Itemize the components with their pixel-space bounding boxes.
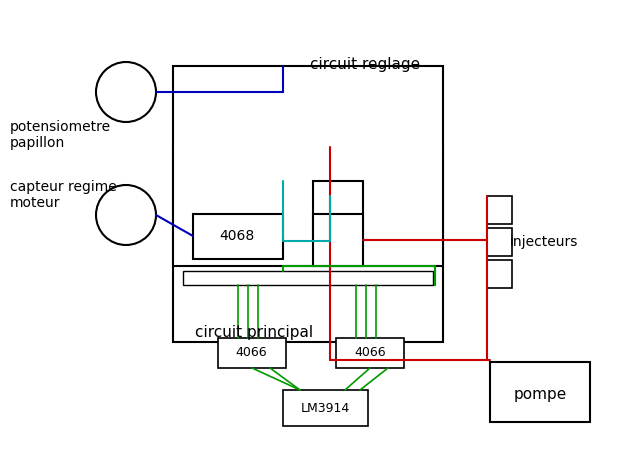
Ellipse shape [96,62,156,122]
Text: capteur regime
moteur: capteur regime moteur [10,180,117,210]
Text: 4068: 4068 [220,229,255,243]
Text: injecteurs: injecteurs [510,235,579,249]
Bar [173,147,443,342]
Bar [487,260,512,288]
Bar [487,228,512,256]
Text: potensiometre
papillon: potensiometre papillon [10,120,111,150]
Bar [193,214,283,259]
Bar [490,362,590,422]
Bar [283,390,368,426]
Bar [218,338,286,368]
Text: pompe: pompe [514,387,567,401]
Bar [487,196,512,224]
Text: LM3914: LM3914 [300,401,350,414]
Text: 4066: 4066 [354,347,386,359]
Bar [336,338,404,368]
Bar [173,66,443,266]
Text: circuit reglage: circuit reglage [310,57,420,72]
Bar [313,181,363,241]
Text: 4066: 4066 [235,347,267,359]
Bar [183,271,433,285]
Bar [313,214,363,266]
Ellipse shape [96,185,156,245]
Text: circuit principal: circuit principal [195,325,313,340]
